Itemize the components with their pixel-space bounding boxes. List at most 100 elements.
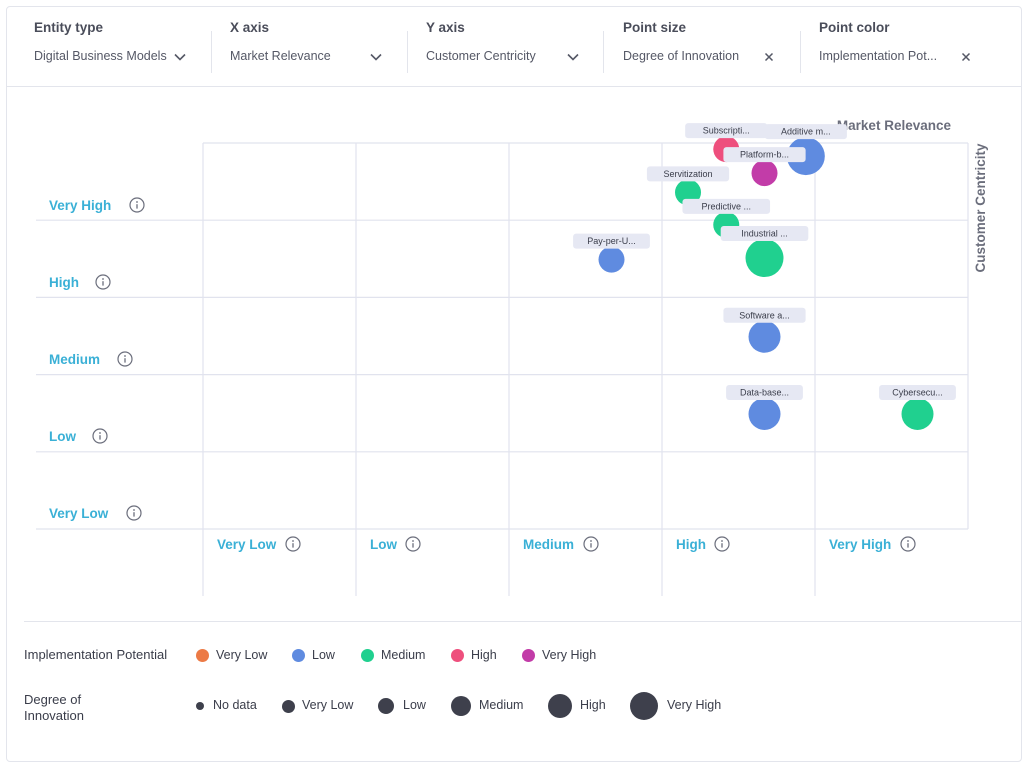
chevron-down-icon[interactable]	[173, 50, 187, 64]
point-label-text: Pay-per-U...	[587, 236, 636, 246]
y-tick-label: Very Low	[49, 506, 109, 521]
info-icon[interactable]	[405, 536, 421, 552]
label-bg	[682, 198, 771, 214]
legend-size-label: High	[580, 698, 606, 712]
close-icon[interactable]	[959, 50, 973, 64]
legend-color-swatch	[522, 649, 535, 662]
data-point[interactable]	[748, 397, 781, 430]
point-label[interactable]: Pay-per-U...	[573, 233, 650, 249]
scatter-chart: Very High High Medium Low Very Low Very Low L…	[36, 118, 988, 596]
legend-color-swatch	[292, 649, 305, 662]
legend-color-swatch	[361, 649, 374, 662]
legend-size-swatch	[630, 692, 658, 720]
filter-value[interactable]: Degree of Innovation	[623, 49, 740, 63]
label-bg	[573, 233, 650, 249]
legend-size-label: Low	[403, 698, 426, 712]
filter-y-axis[interactable]: Y axis Customer Centricity	[398, 6, 604, 86]
point-label[interactable]: Data-base...	[726, 384, 803, 400]
x-axis-title: Market Relevance	[837, 118, 952, 133]
x-tick-label: Very Low	[217, 537, 277, 552]
point-label-text: Data-base...	[740, 387, 789, 397]
filter-value[interactable]: Customer Centricity	[426, 49, 536, 63]
x-tick-label: Low	[370, 537, 397, 552]
point-label-text: Software a...	[739, 310, 790, 320]
legend-color-label: Very Low	[216, 648, 268, 662]
point-label[interactable]: Industrial ...	[720, 226, 809, 242]
legend-size-title: Degree of Innovation	[24, 692, 84, 723]
data-point[interactable]	[901, 397, 934, 430]
legend-color-label: High	[471, 648, 497, 662]
close-icon[interactable]	[762, 50, 776, 64]
legend-size-swatch	[281, 699, 295, 713]
legend-size-swatch	[451, 696, 471, 716]
point-label[interactable]: Servitization	[646, 166, 730, 182]
data-points	[598, 136, 934, 430]
info-icon[interactable]	[117, 351, 133, 367]
point-label-text: Predictive ...	[701, 201, 751, 211]
info-icon[interactable]	[95, 274, 111, 290]
info-icon[interactable]	[285, 536, 301, 552]
point-label[interactable]: Cybersecu...	[879, 384, 956, 400]
filter-x-axis[interactable]: X axis Market Relevance	[202, 6, 408, 86]
filter-point-color[interactable]: Point color Implementation Pot...	[791, 6, 1011, 86]
legend-size-swatch	[548, 694, 572, 718]
filter-value[interactable]: Market Relevance	[230, 49, 331, 63]
x-axis: Very Low Low Medium High Very High	[217, 536, 916, 552]
x-tick-label: Very High	[829, 537, 891, 552]
legend-color-swatch	[196, 649, 209, 662]
point-label-text: Subscripti...	[703, 126, 750, 136]
y-tick-label: Very High	[49, 198, 111, 213]
x-tick-label: Medium	[523, 537, 574, 552]
data-point[interactable]	[786, 137, 825, 176]
filter-divider	[407, 31, 408, 73]
label-bg	[720, 226, 809, 242]
filter-value[interactable]: Digital Business Models	[34, 49, 167, 63]
legend-size-label: Very Low	[302, 698, 354, 712]
filter-divider	[211, 31, 212, 73]
label-bg	[723, 147, 806, 163]
filter-label: Entity type	[34, 20, 104, 35]
point-label[interactable]: Platform-b...	[723, 147, 806, 163]
legend-size-swatch	[196, 702, 204, 710]
chevron-down-icon[interactable]	[369, 50, 383, 64]
y-axis-title: Customer Centricity	[973, 143, 988, 273]
legend-divider	[24, 621, 1022, 622]
point-label-text: Additive m...	[781, 127, 831, 137]
filter-entity-type[interactable]: Entity type Digital Business Models	[6, 6, 212, 86]
point-label-text: Platform-b...	[740, 150, 789, 160]
legend-size-label: Medium	[479, 698, 524, 712]
legend-color-label: Medium	[381, 648, 426, 662]
legend-color-label: Very High	[542, 648, 597, 662]
info-icon[interactable]	[583, 536, 599, 552]
filter-point-size[interactable]: Point size Degree of Innovation	[595, 6, 801, 86]
data-point[interactable]	[748, 320, 781, 353]
info-icon[interactable]	[714, 536, 730, 552]
point-label[interactable]: Subscripti...	[685, 123, 768, 139]
info-icon[interactable]	[129, 197, 145, 213]
legend-color-title: Implementation Potential	[24, 647, 168, 662]
info-icon[interactable]	[92, 428, 108, 444]
filter-divider	[603, 31, 604, 73]
data-point[interactable]	[751, 160, 778, 187]
y-axis: Very High High Medium Low Very Low	[49, 197, 145, 521]
legend-color-label: Low	[312, 648, 335, 662]
chart-panel	[6, 6, 1022, 762]
y-tick-label: Low	[49, 429, 76, 444]
point-label[interactable]: Additive m...	[764, 124, 847, 140]
filter-divider	[800, 31, 801, 73]
info-icon[interactable]	[126, 505, 142, 521]
filter-value[interactable]: Implementation Pot...	[819, 49, 938, 63]
point-label[interactable]: Predictive ...	[682, 198, 771, 214]
data-point[interactable]	[745, 239, 784, 278]
legend-size-label: Very High	[667, 698, 722, 712]
label-bg	[879, 384, 956, 400]
point-labels: Subscripti... Additive m... Platform-b... S…	[573, 123, 956, 400]
point-label-text: Servitization	[663, 169, 712, 179]
point-label[interactable]: Software a...	[723, 307, 806, 323]
data-point[interactable]	[598, 246, 625, 273]
label-bg	[726, 384, 803, 400]
chevron-down-icon[interactable]	[566, 50, 580, 64]
label-bg	[723, 307, 806, 323]
label-bg	[685, 123, 768, 139]
info-icon[interactable]	[900, 536, 916, 552]
